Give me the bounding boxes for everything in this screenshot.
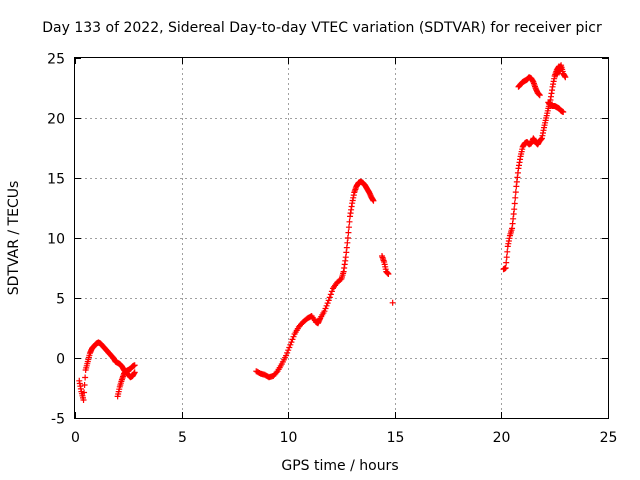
- y-tick-label: 15: [47, 172, 65, 188]
- data-point: [324, 300, 331, 307]
- y-tick-label: 25: [47, 52, 65, 68]
- data-point: [322, 305, 329, 312]
- data-point: [562, 74, 569, 81]
- y-axis-label: SDTVAR / TECUs: [6, 181, 22, 296]
- data-point: [512, 194, 519, 201]
- data-point: [346, 218, 353, 225]
- data-point: [290, 333, 297, 340]
- y-tick-label: 5: [56, 292, 65, 308]
- data-point: [284, 349, 291, 356]
- data-point: [326, 294, 333, 301]
- chart-title: Day 133 of 2022, Sidereal Day-to-day VTE…: [42, 20, 602, 36]
- data-point: [502, 265, 509, 271]
- y-tick-label: 0: [56, 352, 65, 368]
- x-tick-label: 20: [493, 430, 511, 446]
- data-point: [328, 288, 335, 295]
- x-tick-label: 15: [387, 430, 405, 446]
- data-point: [289, 336, 296, 343]
- y-tick-label: 10: [47, 232, 65, 248]
- data-point: [288, 339, 295, 346]
- data-point: [323, 302, 330, 309]
- data-point: [283, 352, 290, 359]
- data-point: [81, 389, 88, 396]
- data-point: [370, 197, 377, 204]
- data-point: [504, 248, 511, 255]
- plot-frame: [74, 57, 609, 419]
- data-point: [327, 291, 334, 298]
- data-point: [560, 109, 567, 115]
- data-point: [511, 206, 518, 213]
- x-tick-label: 5: [178, 430, 187, 446]
- data-point: [325, 297, 332, 304]
- data-point: [503, 254, 510, 261]
- x-tick-label: 0: [71, 430, 80, 446]
- data-point: [345, 229, 352, 236]
- data-point: [536, 92, 543, 99]
- data-point: [82, 374, 89, 381]
- data-point: [512, 189, 519, 196]
- data-point: [131, 362, 138, 369]
- y-tick-label: -5: [51, 412, 65, 428]
- data-point: [287, 341, 294, 348]
- axis-ticks: 0 5 10 15 20 25 -5 0 5 10 15 20 25: [47, 52, 617, 447]
- data-point: [511, 200, 518, 207]
- data-point: [285, 347, 292, 354]
- y-tick-label: 20: [47, 112, 65, 128]
- data-point: [80, 397, 87, 403]
- data-point: [344, 235, 351, 241]
- data-point: [131, 369, 138, 376]
- data-points: [76, 62, 569, 403]
- data-point: [345, 224, 352, 231]
- x-axis-label: GPS time / hours: [281, 458, 398, 474]
- data-point: [81, 382, 88, 388]
- data-point: [503, 259, 510, 266]
- x-tick-label: 25: [600, 430, 618, 446]
- data-point: [389, 299, 396, 306]
- x-tick-label: 10: [280, 430, 298, 446]
- data-point: [286, 344, 293, 351]
- data-point: [385, 271, 392, 277]
- grid-lines: [75, 58, 608, 418]
- data-point: [321, 308, 328, 315]
